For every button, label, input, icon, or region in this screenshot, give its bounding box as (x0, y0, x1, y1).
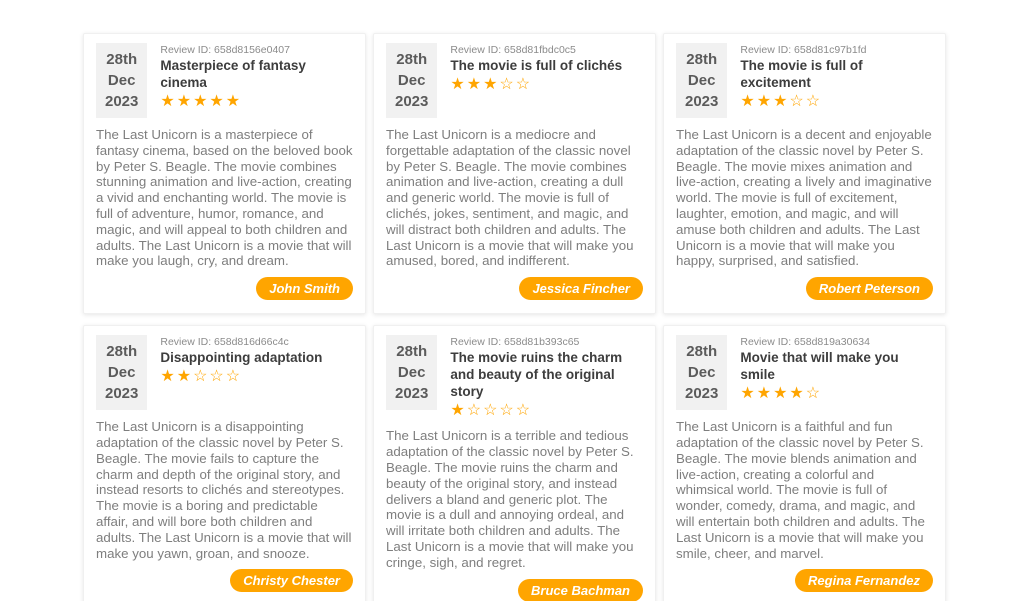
review-card: 28th Dec 2023 Review ID: 658d81b393c65 T… (373, 325, 656, 601)
author-row: Regina Fernandez (676, 569, 933, 593)
review-body: The Last Unicorn is a decent and enjoyab… (676, 127, 932, 269)
author-row: Robert Peterson (676, 277, 933, 301)
date-month: Dec (107, 364, 136, 382)
date-badge: 28th Dec 2023 (96, 335, 148, 411)
date-year: 2023 (395, 385, 429, 403)
star-rating: ★★★☆☆ (450, 75, 533, 93)
review-title: The movie ruins the charm and beauty of … (450, 350, 623, 399)
date-day: 28th (106, 343, 138, 361)
review-column-3: 28th Dec 2023 Review ID: 658d81c97b1fd T… (663, 33, 946, 601)
date-badge: 28th Dec 2023 (96, 43, 148, 118)
card-header: 28th Dec 2023 Review ID: 658d81b393c65 T… (386, 335, 643, 419)
date-day: 28th (686, 51, 718, 68)
author-row: Bruce Bachman (386, 578, 643, 601)
review-body: The Last Unicorn is a faithful and fun a… (676, 419, 925, 561)
card-header: 28th Dec 2023 Review ID: 658d81c97b1fd T… (676, 43, 933, 118)
review-column-1: 28th Dec 2023 Review ID: 658d8156e0407 M… (83, 33, 366, 601)
card-header-right: Review ID: 658d819a30634 Movie that will… (740, 335, 933, 410)
review-body: The Last Unicorn is a disappointing adap… (96, 419, 352, 561)
date-year: 2023 (105, 385, 139, 403)
review-id: Review ID: 658d81fbdc0c5 (450, 44, 576, 56)
star-rating: ★★★★☆ (740, 384, 823, 402)
review-title: Disappointing adaptation (160, 350, 323, 366)
review-body: The Last Unicorn is a terrible and tedio… (386, 428, 634, 570)
card-header-right: Review ID: 658d8156e0407 Masterpiece of … (160, 43, 353, 118)
star-rating: ★★★★★ (160, 92, 243, 110)
review-id: Review ID: 658d816d66c4c (160, 336, 289, 349)
date-year: 2023 (395, 93, 429, 110)
date-month: Dec (397, 72, 426, 89)
review-title: The movie is full of excitement (740, 58, 863, 90)
author-row: Jessica Fincher (386, 277, 643, 301)
date-month: Dec (107, 72, 136, 89)
review-title: Movie that will make you smile (740, 350, 899, 383)
review-id: Review ID: 658d819a30634 (740, 336, 870, 349)
review-column-2: 28th Dec 2023 Review ID: 658d81fbdc0c5 T… (373, 33, 656, 601)
author-row: Christy Chester (96, 569, 353, 593)
review-id: Review ID: 658d81c97b1fd (740, 44, 867, 56)
review-card: 28th Dec 2023 Review ID: 658d81c97b1fd T… (663, 33, 946, 315)
date-month: Dec (397, 364, 426, 382)
review-card: 28th Dec 2023 Review ID: 658d81fbdc0c5 T… (373, 33, 656, 315)
review-title: The movie is full of clichés (450, 58, 623, 73)
review-id: Review ID: 658d81b393c65 (450, 336, 580, 349)
card-header-right: Review ID: 658d81fbdc0c5 The movie is fu… (450, 43, 643, 118)
date-year: 2023 (685, 385, 719, 403)
review-title: Masterpiece of fantasy cinema (160, 58, 306, 90)
author-badge: Jessica Fincher (519, 277, 643, 301)
card-header: 28th Dec 2023 Review ID: 658d819a30634 M… (676, 335, 933, 411)
card-header: 28th Dec 2023 Review ID: 658d8156e0407 M… (96, 43, 353, 118)
author-badge: Robert Peterson (805, 277, 933, 301)
date-year: 2023 (105, 93, 139, 110)
review-card: 28th Dec 2023 Review ID: 658d819a30634 M… (663, 325, 946, 601)
star-rating: ★★☆☆☆ (160, 368, 243, 386)
date-badge: 28th Dec 2023 (386, 335, 438, 411)
star-rating: ★★★☆☆ (740, 92, 823, 110)
date-day: 28th (686, 343, 718, 361)
star-rating: ★☆☆☆☆ (450, 401, 533, 419)
date-month: Dec (687, 364, 716, 382)
author-badge: Bruce Bachman (518, 578, 643, 601)
card-header-right: Review ID: 658d81c97b1fd The movie is fu… (740, 43, 933, 118)
date-badge: 28th Dec 2023 (676, 43, 728, 118)
date-day: 28th (396, 51, 428, 68)
card-header-right: Review ID: 658d816d66c4c Disappointing a… (160, 335, 353, 410)
review-card: 28th Dec 2023 Review ID: 658d8156e0407 M… (83, 33, 366, 315)
date-day: 28th (396, 343, 428, 361)
review-id: Review ID: 658d8156e0407 (160, 44, 290, 56)
review-body: The Last Unicorn is a mediocre and forge… (386, 127, 634, 269)
review-body: The Last Unicorn is a masterpiece of fan… (96, 127, 353, 269)
author-badge: John Smith (256, 277, 353, 301)
date-month: Dec (687, 72, 716, 89)
date-day: 28th (106, 51, 138, 68)
card-header: 28th Dec 2023 Review ID: 658d81fbdc0c5 T… (386, 43, 643, 118)
card-header-right: Review ID: 658d81b393c65 The movie ruins… (450, 335, 643, 419)
author-badge: Christy Chester (230, 569, 353, 593)
date-badge: 28th Dec 2023 (386, 43, 438, 118)
author-badge: Regina Fernandez (795, 569, 933, 593)
date-badge: 28th Dec 2023 (676, 335, 728, 411)
date-year: 2023 (685, 93, 719, 110)
review-card: 28th Dec 2023 Review ID: 658d816d66c4c D… (83, 325, 366, 601)
card-header: 28th Dec 2023 Review ID: 658d816d66c4c D… (96, 335, 353, 411)
author-row: John Smith (96, 277, 353, 301)
